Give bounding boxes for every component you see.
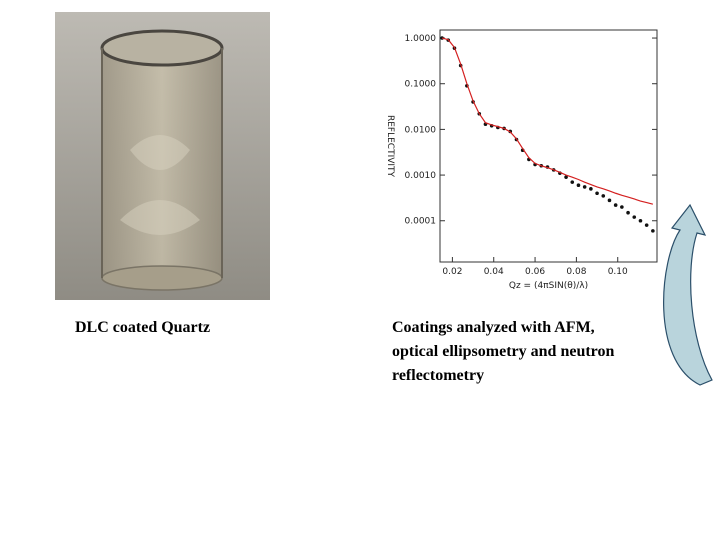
- x-tick-label: 0.02: [442, 267, 462, 277]
- fit-line: [441, 37, 654, 205]
- caption-line: Coatings analyzed with AFM,: [392, 319, 595, 336]
- data-point: [576, 183, 581, 188]
- data-point: [644, 223, 649, 227]
- y-tick-label: 0.0001: [405, 217, 437, 227]
- caption-line: optical ellipsometry and neutron: [392, 343, 615, 360]
- y-tick-label: 1.0000: [405, 34, 437, 44]
- data-point: [589, 187, 593, 191]
- x-tick-label: 0.04: [484, 267, 504, 277]
- data-point: [632, 215, 637, 219]
- x-tick-label: 0.08: [566, 267, 586, 277]
- y-tick-label: 0.0100: [405, 125, 437, 135]
- data-point: [564, 175, 568, 179]
- data-point: [613, 203, 618, 207]
- data-point: [620, 205, 624, 209]
- data-point: [607, 198, 612, 203]
- x-axis-label: Qz = (4πSIN(θ)/λ): [509, 281, 588, 291]
- photo: [55, 12, 270, 300]
- x-tick-label: 0.10: [608, 267, 628, 277]
- plot-frame: [439, 29, 658, 263]
- y-axis-label: REFLECTIVITY: [385, 115, 395, 178]
- data-point: [582, 185, 587, 189]
- y-tick-label: 0.0010: [405, 171, 437, 181]
- data-point: [638, 218, 643, 223]
- data-point: [651, 229, 655, 233]
- data-point: [626, 210, 630, 215]
- arrow: [663, 203, 713, 386]
- data-point: [601, 194, 606, 198]
- data-point: [570, 180, 575, 184]
- data-point: [595, 191, 599, 196]
- caption-line: reflectometry: [392, 367, 485, 384]
- plot-caption: Coatings analyzed with AFM, optical elli…: [392, 316, 614, 388]
- photo-caption: DLC coated Quartz: [75, 319, 211, 336]
- x-tick-label: 0.06: [525, 267, 545, 277]
- y-tick-label: 0.1000: [405, 80, 437, 90]
